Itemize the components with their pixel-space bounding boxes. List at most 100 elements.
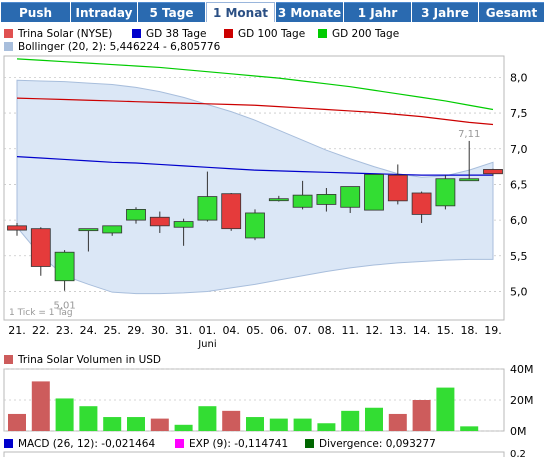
price-y-axis: 8,0 7,5 7,0 6,5 6,0 5,5 5,0 <box>510 71 528 298</box>
date-tick: 06. <box>270 324 288 337</box>
exp-swatch <box>175 439 184 448</box>
date-tick: 11. <box>341 324 359 337</box>
candle <box>292 180 313 210</box>
date-tick: 15. <box>437 324 455 337</box>
legend-security-label: Trina Solar (NYSE) <box>17 28 112 40</box>
candlestick-series <box>7 140 503 291</box>
candle <box>387 164 408 205</box>
tab-1-jahr[interactable]: 1 Jahr <box>344 2 411 22</box>
tab-3-monate[interactable]: 3 Monate <box>276 2 343 22</box>
tab-5-tage[interactable]: 5 Tage <box>138 2 205 22</box>
candle-body <box>245 212 265 239</box>
divergence-label: Divergence: 0,093277 <box>319 438 436 450</box>
date-x-axis: 21. 22. 23. 24. 25. 29. 30. 31. 01. 04. 05. 06. 07. 0… <box>8 324 502 350</box>
candle-body <box>173 221 194 228</box>
tab-1-monat[interactable]: 1 Monat <box>206 2 275 22</box>
price-legend: Trina Solar (NYSE) GD 38 Tage GD 100 Tag… <box>4 28 399 53</box>
volume-bar <box>246 417 264 431</box>
legend-swatch-security <box>4 29 13 38</box>
candle-body <box>292 194 313 208</box>
candle <box>54 250 75 291</box>
divergence-swatch <box>305 439 314 448</box>
macd-y-tick: 0,2 <box>510 449 526 457</box>
exp-label: EXP (9): -0,114741 <box>189 438 288 450</box>
price-y-tick: 5,0 <box>510 285 528 298</box>
candle-body <box>149 216 170 227</box>
date-tick: 25. <box>103 324 121 337</box>
date-tick: 07. <box>294 324 312 337</box>
tick-note: 1 Tick = 1 Tag <box>9 308 73 318</box>
candle <box>364 174 384 211</box>
price-y-tick: 6,0 <box>510 214 528 227</box>
candle-body <box>459 178 480 182</box>
date-tick: 04. <box>222 324 240 337</box>
volume-bar <box>8 413 26 431</box>
date-tick: 12. <box>365 324 383 337</box>
volume-bar <box>388 413 407 431</box>
volume-legend-swatch <box>4 355 13 364</box>
macd-label: MACD (26, 12): -0,021464 <box>18 438 155 450</box>
tab-3-jahre[interactable]: 3 Jahre <box>412 2 478 22</box>
tab-push[interactable]: Push <box>1 2 70 22</box>
macd-panel <box>3 451 505 457</box>
legend-gd100-label: GD 100 Tage <box>238 28 305 40</box>
legend-swatch-gd38 <box>132 29 141 38</box>
candle-body <box>268 198 289 202</box>
candle-body <box>411 192 432 215</box>
candle <box>459 140 480 182</box>
gd38-line <box>16 156 493 176</box>
price-y-tick: 5,5 <box>510 250 528 263</box>
candle <box>173 218 194 246</box>
candle <box>149 211 170 233</box>
date-tick: 05. <box>246 324 264 337</box>
candle <box>411 191 432 223</box>
volume-bar <box>174 424 193 431</box>
tab-gesamt[interactable]: Gesamt <box>479 2 544 22</box>
volume-y-tick: 20M <box>510 394 534 407</box>
volume-bar <box>269 418 288 431</box>
candle-body <box>102 225 123 234</box>
volume-bar <box>31 381 50 431</box>
date-tick: 19. <box>484 324 502 337</box>
price-y-tick: 8,0 <box>510 71 528 84</box>
volume-y-tick: 40M <box>510 363 534 376</box>
candle-body <box>483 169 503 175</box>
gd100-line <box>16 97 494 126</box>
legend-gd200-label: GD 200 Tage <box>332 28 399 40</box>
price-y-tick: 7,5 <box>510 107 528 120</box>
date-tick: 01. <box>199 324 217 337</box>
legend-swatch-gd200 <box>318 29 327 38</box>
chart-area: Trina Solar (NYSE) GD 38 Tage GD 100 Tag… <box>3 28 534 457</box>
candle <box>245 209 265 241</box>
volume-bar <box>293 418 312 431</box>
candle <box>340 186 361 213</box>
volume-legend-label: Trina Solar Volumen in USD <box>17 354 161 366</box>
date-tick: 30. <box>151 324 169 337</box>
legend-bollinger-label: Bollinger (20, 2): 5,446224 - 6,805776 <box>18 41 221 53</box>
candle-body <box>197 196 218 221</box>
volume-bar <box>127 417 145 431</box>
tab-intraday[interactable]: Intraday <box>71 2 137 22</box>
volume-bars <box>8 381 479 431</box>
legend-swatch-gd100 <box>224 29 233 38</box>
candle-body <box>7 225 27 231</box>
date-tick: 14. <box>413 324 431 337</box>
volume-bar <box>317 423 336 431</box>
candle <box>268 195 289 202</box>
volume-bar <box>79 406 98 431</box>
candle-body <box>78 228 99 232</box>
macd-swatch <box>4 439 13 448</box>
gd200-line <box>16 58 494 111</box>
month-label: Juni <box>197 339 216 350</box>
candle <box>102 225 123 236</box>
volume-bar <box>365 407 383 431</box>
date-tick: 29. <box>127 324 145 337</box>
volume-bar <box>436 387 455 431</box>
bollinger-band <box>16 79 494 295</box>
macd-legend: MACD (26, 12): -0,021464 EXP (9): -0,114… <box>4 438 436 450</box>
date-tick: 13. <box>389 324 407 337</box>
volume-bar <box>150 418 169 431</box>
volume-bar <box>103 417 122 431</box>
date-tick: 08. <box>318 324 336 337</box>
volume-y-axis: 40M 20M 0M <box>510 363 534 438</box>
